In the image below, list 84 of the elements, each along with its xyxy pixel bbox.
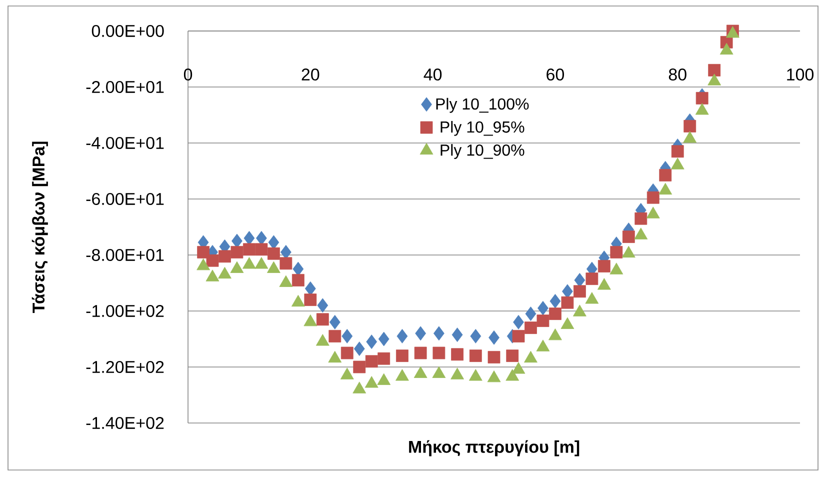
point bbox=[646, 191, 660, 204]
point bbox=[267, 247, 280, 260]
point bbox=[342, 328, 353, 344]
point bbox=[340, 346, 354, 360]
point bbox=[329, 314, 340, 330]
point bbox=[513, 314, 524, 330]
point bbox=[378, 332, 390, 346]
point bbox=[268, 235, 280, 250]
point bbox=[452, 328, 463, 342]
x-tick-label: 20 bbox=[302, 68, 320, 81]
legend-label: Ply 10_90% bbox=[440, 144, 524, 159]
point bbox=[317, 298, 328, 313]
point bbox=[218, 250, 231, 263]
point bbox=[328, 330, 342, 342]
point bbox=[561, 296, 574, 309]
x-axis-title: Μήκος πτερυγίου [m] bbox=[409, 440, 580, 456]
point bbox=[671, 145, 684, 158]
point bbox=[396, 350, 408, 362]
point bbox=[586, 272, 598, 285]
point bbox=[433, 326, 444, 341]
point bbox=[696, 92, 708, 104]
point bbox=[622, 230, 635, 243]
point bbox=[280, 244, 292, 260]
point bbox=[244, 230, 255, 246]
point bbox=[414, 346, 427, 360]
x-tick-label: 0 bbox=[184, 68, 192, 81]
point bbox=[292, 262, 304, 276]
point bbox=[365, 355, 378, 368]
point bbox=[255, 243, 268, 256]
point bbox=[549, 308, 562, 320]
x-tick-label: 80 bbox=[668, 68, 686, 81]
point bbox=[506, 350, 519, 362]
point bbox=[562, 284, 573, 299]
x-tick-label: 40 bbox=[424, 68, 442, 81]
point bbox=[634, 212, 648, 225]
point bbox=[488, 330, 500, 345]
point bbox=[256, 230, 267, 246]
point bbox=[488, 350, 500, 364]
legend-label: Ply 10_95% bbox=[440, 120, 524, 136]
point bbox=[206, 254, 219, 267]
point bbox=[574, 272, 586, 288]
point bbox=[469, 350, 482, 362]
point bbox=[512, 330, 525, 342]
point bbox=[415, 326, 426, 341]
y-tick-label: -2.00E+01 bbox=[86, 80, 164, 94]
point bbox=[610, 246, 623, 258]
point bbox=[366, 334, 378, 349]
point bbox=[524, 322, 537, 334]
point bbox=[470, 328, 482, 344]
point bbox=[536, 314, 550, 327]
point bbox=[396, 328, 408, 344]
point bbox=[197, 246, 210, 258]
point bbox=[243, 243, 256, 256]
legend-label: Ply 10_100% bbox=[436, 98, 529, 113]
point bbox=[304, 281, 316, 296]
point bbox=[230, 246, 244, 258]
point bbox=[708, 64, 721, 76]
point bbox=[573, 285, 586, 298]
point bbox=[280, 257, 292, 270]
y-tick-label: -8.00E+01 bbox=[86, 248, 164, 262]
x-tick-label: 60 bbox=[546, 68, 564, 81]
point bbox=[598, 260, 610, 272]
point bbox=[304, 294, 317, 306]
point bbox=[316, 313, 329, 326]
point bbox=[659, 168, 672, 182]
point bbox=[432, 346, 446, 360]
y-tick-label: -6.00E+01 bbox=[86, 192, 164, 206]
point bbox=[354, 342, 365, 356]
point bbox=[232, 234, 242, 248]
y-tick-label: -4.00E+01 bbox=[86, 136, 164, 150]
point bbox=[538, 300, 548, 316]
point bbox=[292, 274, 304, 286]
y-tick-label: -1.40E+02 bbox=[86, 416, 164, 430]
y-tick-label: 0.00E+00 bbox=[92, 24, 164, 38]
point bbox=[684, 120, 696, 132]
point bbox=[353, 360, 366, 374]
point bbox=[378, 352, 390, 365]
y-tick-label: -1.20E+02 bbox=[86, 360, 164, 374]
point bbox=[451, 348, 464, 361]
point bbox=[525, 306, 536, 321]
y-tick-label: -1.00E+02 bbox=[86, 304, 164, 318]
point bbox=[550, 294, 561, 308]
y-axis-title: Τάσεις κόμβων [MPa] bbox=[32, 142, 48, 314]
x-tick-label: 100 bbox=[787, 68, 814, 81]
